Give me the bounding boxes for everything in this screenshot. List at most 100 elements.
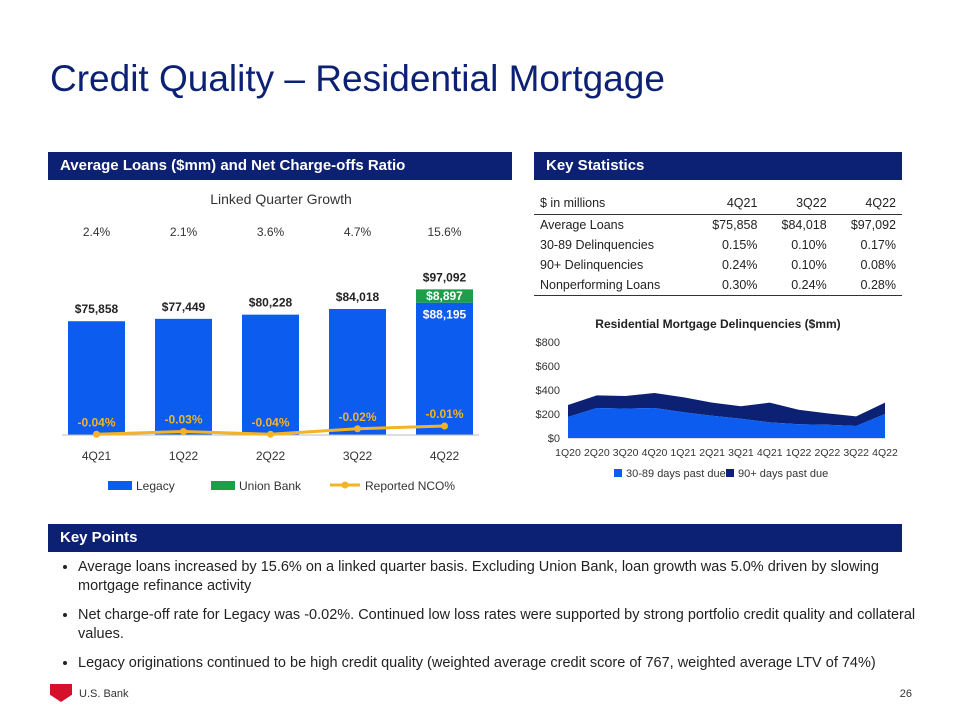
page-number: 26 (899, 688, 912, 700)
stats-cell: 0.30% (694, 275, 764, 296)
bar-legacy (242, 314, 299, 435)
x-tick-label: 3Q22 (843, 447, 869, 459)
stats-cell: 0.08% (860, 257, 896, 272)
list-item: Net charge-off rate for Legacy was -0.02… (78, 606, 928, 644)
growth-label: 4.7% (344, 225, 372, 239)
table-row: 30-89 Delinquencies 0.15% 0.10% 0.17% (534, 235, 902, 255)
legend-swatch-legacy (108, 481, 132, 490)
x-tick-label: 3Q20 (613, 447, 639, 459)
legacy-value-label: $75,858 (75, 302, 119, 316)
stats-cell: 30-89 Delinquencies (540, 237, 654, 252)
loans-chart: Linked Quarter Growth 2.4% $75,858 4Q21 2.1%… (62, 191, 479, 493)
stats-cell: $97,092 (850, 217, 896, 232)
list-item: Legacy originations continued to be high… (78, 654, 928, 673)
legend-label: 30-89 days past due (626, 468, 726, 480)
stats-cell: 0.24% (763, 275, 833, 296)
stats-cell: Nonperforming Loans (534, 275, 695, 296)
nco-point (354, 425, 361, 433)
legend-label: Union Bank (239, 479, 302, 493)
growth-label: 15.6% (427, 225, 461, 239)
stats-col-header: $ in millions (534, 193, 695, 215)
y-tick-label: $400 (536, 385, 560, 397)
bar-legacy (329, 308, 386, 435)
stats-cell: $84,018 (781, 217, 827, 232)
nco-point (441, 422, 448, 430)
y-tick-label: $200 (536, 409, 560, 421)
nco-label: -0.02% (338, 410, 376, 424)
table-row: 90+ Delinquencies 0.24% 0.10% 0.08% (534, 255, 902, 275)
key-statistics-header: Key Statistics (534, 152, 902, 180)
stats-cell: 90+ Delinquencies (540, 257, 644, 272)
stats-cell: 0.28% (832, 275, 902, 296)
key-points-list: Average loans increased by 15.6% on a li… (58, 558, 928, 683)
stats-col-header: 3Q22 (763, 193, 833, 215)
total-value-label: $97,092 (423, 270, 467, 284)
x-tick-label: 2Q20 (584, 447, 610, 459)
nco-label: -0.04% (77, 415, 115, 429)
union-bank-label: $8,897 (426, 289, 463, 303)
x-tick-label: 4Q21 (82, 449, 112, 463)
growth-label: 2.4% (83, 225, 111, 239)
x-tick-label: 3Q21 (728, 447, 754, 459)
legend-label: Legacy (136, 479, 175, 493)
x-tick-label: 4Q22 (430, 449, 460, 463)
stats-cell: 0.24% (721, 257, 758, 272)
legend-marker-nco (341, 481, 349, 489)
page-title: Credit Quality – Residential Mortgage (50, 58, 665, 99)
x-tick-label: 2Q22 (256, 449, 286, 463)
x-tick-label: 1Q20 (555, 447, 581, 459)
legacy-value-label: $80,228 (249, 296, 293, 310)
nco-point (267, 430, 274, 438)
y-tick-label: $0 (548, 433, 560, 445)
table-row: Average Loans $75,858 $84,018 $97,092 (534, 215, 902, 236)
legend-swatch-90-plus (726, 469, 734, 477)
stats-col-header: 4Q21 (694, 193, 764, 215)
legend-label: Reported NCO% (365, 479, 455, 493)
list-item: Average loans increased by 15.6% on a li… (78, 558, 928, 596)
legacy-value-label: $77,449 (162, 300, 206, 314)
legend-swatch-30-89 (614, 469, 622, 477)
bar-legacy (155, 318, 212, 435)
footer-brand: U.S. Bank (79, 688, 129, 700)
us-bank-logo-icon (50, 684, 72, 702)
stats-cell: $75,858 (712, 217, 758, 232)
bar-legacy (416, 302, 473, 435)
legacy-value-label: $88,195 (423, 308, 467, 322)
stats-col-header: 4Q22 (832, 193, 902, 215)
key-points-header: Key Points (48, 524, 902, 552)
bar-legacy (68, 321, 125, 435)
x-tick-label: 1Q22 (169, 449, 199, 463)
nco-label: -0.03% (164, 413, 202, 427)
x-tick-label: 2Q21 (699, 447, 725, 459)
stats-cell: 0.17% (860, 237, 896, 252)
legacy-value-label: $84,018 (336, 290, 380, 304)
growth-label: 2.1% (170, 225, 198, 239)
y-tick-label: $600 (536, 361, 560, 373)
area-30-89 (568, 408, 885, 438)
bar-union-bank (416, 289, 473, 303)
stats-cell: 0.10% (791, 257, 827, 272)
x-tick-label: 2Q22 (815, 447, 841, 459)
chart-title: Linked Quarter Growth (210, 191, 352, 207)
chart-title: Residential Mortgage Delinquencies ($mm) (595, 317, 840, 331)
loans-section-header: Average Loans ($mm) and Net Charge-offs … (48, 152, 512, 180)
key-statistics-table: $ in millions 4Q21 3Q22 4Q22 Average Loa… (534, 193, 902, 296)
x-tick-label: 1Q22 (786, 447, 812, 459)
area-90-plus (568, 393, 885, 426)
nco-label: -0.04% (251, 415, 289, 429)
nco-point (180, 428, 187, 435)
delinquency-chart: Residential Mortgage Delinquencies ($mm)… (536, 317, 898, 480)
stats-cell: 0.15% (721, 237, 758, 252)
legend-label: 90+ days past due (738, 468, 828, 480)
growth-label: 3.6% (257, 225, 285, 239)
stats-cell: Average Loans (540, 217, 624, 232)
x-tick-label: 1Q21 (670, 447, 696, 459)
x-tick-label: 3Q22 (343, 449, 373, 463)
legend-swatch-union-bank (211, 481, 235, 490)
x-tick-label: 4Q22 (872, 447, 898, 459)
stats-header-row: $ in millions 4Q21 3Q22 4Q22 (534, 193, 902, 215)
nco-point (93, 430, 100, 438)
x-tick-label: 4Q20 (642, 447, 668, 459)
table-row: Nonperforming Loans 0.30% 0.24% 0.28% (534, 275, 902, 296)
stats-cell: 0.10% (791, 237, 827, 252)
